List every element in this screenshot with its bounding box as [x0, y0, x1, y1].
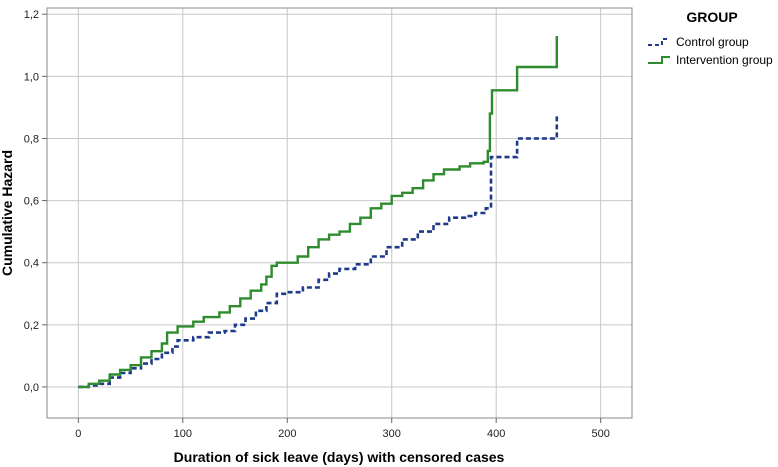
y-tick-label: 0,0 — [24, 382, 39, 394]
x-tick-label: 400 — [487, 428, 505, 440]
y-tick-label: 0,6 — [24, 196, 39, 208]
y-axis: 0,0 0,2 0,4 0,6 0,8 1,0 1,2 — [24, 9, 47, 394]
grid — [47, 8, 632, 418]
y-tick-label: 0,8 — [24, 133, 39, 145]
x-tick-label: 300 — [383, 428, 401, 440]
x-axis: 0 100 200 300 400 500 — [75, 418, 610, 440]
x-tick-label: 500 — [591, 428, 609, 440]
x-tick-label: 0 — [75, 428, 81, 440]
legend-swatch-control — [648, 38, 670, 46]
y-tick-label: 1,2 — [24, 9, 39, 21]
legend-label-intervention: Intervention group — [676, 53, 773, 67]
y-tick-label: 0,4 — [24, 258, 39, 270]
y-tick-label: 0,2 — [24, 320, 39, 332]
plot-area — [46, 7, 633, 419]
x-axis-label: Duration of sick leave (days) with censo… — [174, 449, 505, 465]
x-tick-label: 200 — [278, 428, 296, 440]
control-group-line — [78, 113, 559, 389]
legend-label-control: Control group — [676, 35, 749, 49]
y-axis-label: Cumulative Hazard — [0, 150, 15, 276]
intervention-group-line — [78, 36, 558, 389]
legend-title: GROUP — [686, 9, 737, 25]
series-layer — [78, 36, 559, 389]
legend-swatch-intervention — [648, 56, 670, 64]
y-tick-label: 1,0 — [24, 71, 39, 83]
legend: GROUP Control group Intervention group — [648, 9, 773, 67]
x-tick-label: 100 — [174, 428, 192, 440]
